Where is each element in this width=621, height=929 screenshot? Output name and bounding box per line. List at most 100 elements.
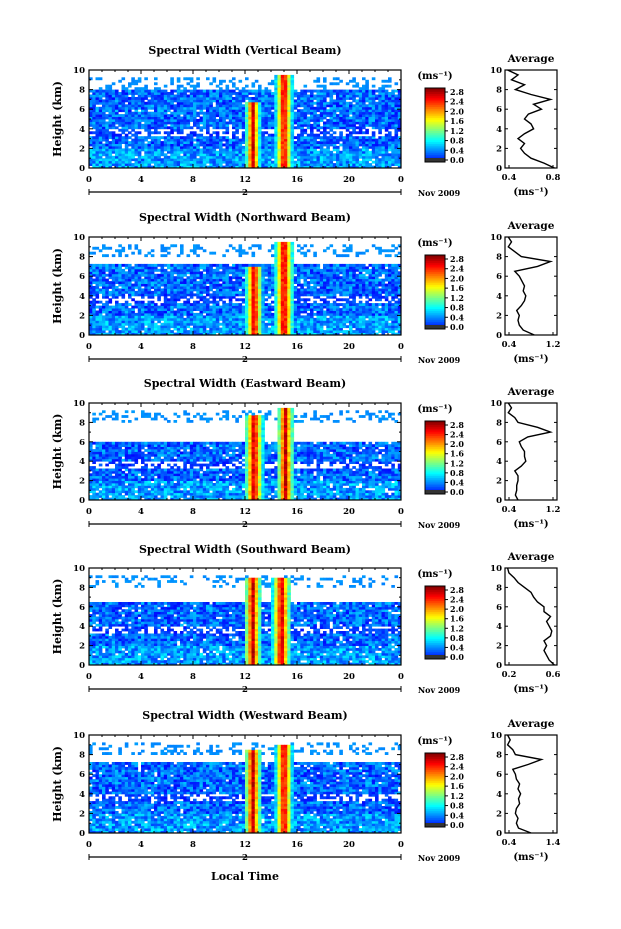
panel-3: Spectral Width (Eastward Beam) 0 2 4 6 8 10 0 4 8… — [51, 377, 560, 530]
average-profile: Average 0 2 4 6 8 10 0.4 0.8 (ms⁻¹) — [490, 53, 560, 198]
x-tick-label: 16 — [291, 175, 303, 185]
colorbar: 0.00.40.81.21.62.02.42.8 — [424, 752, 464, 830]
y-tick-label: 0 — [79, 331, 85, 341]
colorbar: 0.00.40.81.21.62.02.42.8 — [424, 254, 464, 332]
y-axis-label: Height (km) — [51, 248, 64, 324]
x-tick-label: 8 — [190, 507, 196, 517]
colorbar-tick-label: 2.8 — [450, 585, 464, 595]
panel-5: Spectral Width (Westward Beam) 0 2 4 6 8 10 0 4 8… — [51, 709, 560, 863]
colorbar-tick-label: 2.0 — [450, 439, 464, 449]
x-tick-label: 12 — [239, 342, 251, 352]
colorbar-unit: (ms⁻¹) — [417, 569, 452, 580]
colorbar-tick-label: 2.0 — [450, 771, 464, 781]
colorbar-tick-label: 0.8 — [450, 801, 464, 811]
colorbar-frame — [424, 585, 446, 660]
average-profile: Average 0 2 4 6 8 10 0.4 1.2 (ms⁻¹) — [490, 386, 560, 530]
y-tick-label: 6 — [79, 272, 85, 282]
panel-title: Spectral Width (Vertical Beam) — [148, 44, 341, 57]
panel-title: Spectral Width (Westward Beam) — [142, 709, 347, 722]
y-tick-label: 2 — [79, 642, 85, 652]
avg-y-tick-label: 10 — [490, 66, 502, 76]
colorbar-tick-label: 0.4 — [450, 145, 464, 155]
y-tick-label: 10 — [73, 564, 85, 574]
colorbar-tick-label: 0.8 — [450, 633, 464, 643]
colorbar-floor — [425, 325, 445, 329]
avg-y-tick-label: 8 — [496, 418, 502, 428]
colorbar-tick-label: 2.4 — [450, 430, 464, 440]
colorbar-tick-label: 0.0 — [450, 322, 464, 332]
y-tick-label: 2 — [79, 477, 85, 487]
colorbar-frame — [424, 87, 446, 163]
y-tick-label: 6 — [79, 438, 85, 448]
avg-y-tick-label: 10 — [490, 399, 502, 409]
y-tick-label: 4 — [79, 790, 85, 800]
avg-y-tick-label: 2 — [496, 311, 502, 321]
x-tick-label: 8 — [190, 672, 196, 682]
date-label: Nov 2009 — [418, 853, 461, 863]
colorbar-unit: (ms⁻¹) — [417, 71, 452, 82]
avg-y-tick-label: 2 — [496, 642, 502, 652]
colorbar-tick-label: 1.6 — [450, 614, 464, 624]
x-tick-label: 0 — [398, 507, 404, 517]
colorbar-floor — [425, 158, 445, 162]
x-tick-label: 0 — [86, 507, 92, 517]
colorbar-tick-label: 1.6 — [450, 116, 464, 126]
y-tick-label: 4 — [79, 292, 85, 302]
colorbar-tick-label: 2.4 — [450, 595, 464, 605]
avg-x-tick-label: 0.4 — [502, 838, 517, 848]
colorbar-tick-label: 1.6 — [450, 781, 464, 791]
colorbar-tick-label: 1.2 — [450, 126, 464, 136]
y-tick-label: 6 — [79, 603, 85, 613]
average-title: Average — [507, 718, 555, 730]
avg-y-tick-label: 0 — [496, 496, 502, 506]
colorbar: 0.00.40.81.21.62.02.42.8 — [424, 420, 464, 497]
day-marker: 2 — [242, 188, 248, 198]
average-frame — [504, 402, 558, 501]
average-line — [507, 236, 554, 336]
avg-y-tick-label: 8 — [496, 751, 502, 761]
avg-y-tick-label: 6 — [496, 105, 502, 115]
avg-x-tick-label: 0.4 — [502, 340, 517, 350]
colorbar-frame — [424, 254, 446, 330]
x-tick-label: 0 — [86, 840, 92, 850]
y-tick-label: 8 — [79, 86, 85, 96]
average-frame — [504, 236, 558, 336]
y-tick-label: 10 — [73, 233, 85, 243]
avg-unit: (ms⁻¹) — [513, 354, 548, 365]
average-title: Average — [507, 220, 555, 232]
colorbar-tick-label: 0.0 — [450, 652, 464, 662]
colorbar-tick-label: 0.0 — [450, 155, 464, 165]
average-profile: Average 0 2 4 6 8 10 0.4 1.4 (ms⁻¹) — [490, 718, 560, 863]
average-line — [506, 567, 555, 666]
colorbar: 0.00.40.81.21.62.02.42.8 — [424, 585, 464, 662]
colorbar: 0.00.40.81.21.62.02.42.8 — [424, 87, 464, 165]
avg-x-tick-label: 1.4 — [546, 838, 561, 848]
date-label: Nov 2009 — [418, 685, 461, 695]
average-title: Average — [507, 53, 555, 65]
colorbar-tick-label: 0.8 — [450, 468, 464, 478]
colorbar-tick-label: 0.4 — [450, 477, 464, 487]
panel-title: Spectral Width (Southward Beam) — [139, 543, 351, 556]
avg-x-tick-label: 0.8 — [546, 173, 561, 183]
heatmap-field — [89, 407, 402, 501]
avg-unit: (ms⁻¹) — [513, 852, 548, 863]
avg-y-tick-label: 4 — [496, 790, 502, 800]
x-tick-label: 4 — [138, 672, 144, 682]
average-profile: Average 0 2 4 6 8 10 0.4 1.2 (ms⁻¹) — [490, 220, 560, 365]
y-tick-label: 0 — [79, 829, 85, 839]
x-tick-label: 16 — [291, 840, 303, 850]
colorbar-tick-label: 2.0 — [450, 106, 464, 116]
colorbar-unit: (ms⁻¹) — [417, 238, 452, 249]
y-tick-label: 6 — [79, 770, 85, 780]
avg-y-tick-label: 0 — [496, 829, 502, 839]
x-tick-label: 12 — [239, 840, 251, 850]
avg-y-tick-label: 6 — [496, 603, 502, 613]
x-tick-label: 12 — [239, 672, 251, 682]
panel-title: Spectral Width (Eastward Beam) — [144, 377, 346, 390]
day-marker: 2 — [242, 685, 248, 695]
avg-y-tick-label: 0 — [496, 331, 502, 341]
colorbar-floor — [425, 490, 445, 494]
average-title: Average — [507, 386, 555, 398]
x-axis-label: Local Time — [211, 870, 279, 883]
avg-y-tick-label: 4 — [496, 457, 502, 467]
